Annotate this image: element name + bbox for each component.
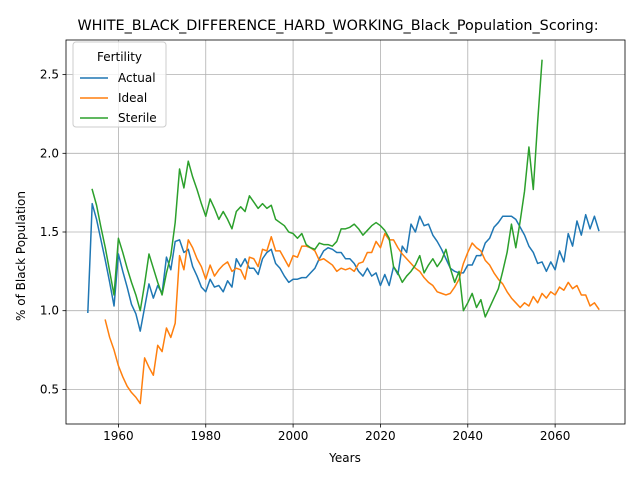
series-lines [87, 59, 600, 405]
grid-lines [66, 40, 625, 424]
series-line-sterile [91, 59, 543, 318]
legend-box [72, 41, 167, 128]
x-axis-label: Years [328, 451, 361, 465]
x-tick-label: 2060 [540, 429, 571, 443]
x-axis-ticks: 1960 1980 2000 2020 2040 2060 [103, 424, 570, 443]
y-tick-label: 0.5 [40, 382, 59, 396]
legend-label-sterile: Sterile [118, 111, 157, 125]
y-axis-ticks: 0.5 1.0 1.5 2.0 2.5 [40, 68, 66, 396]
legend-label-ideal: Ideal [118, 91, 147, 105]
legend-entries: Actual Ideal Sterile [80, 71, 157, 125]
y-tick-label: 2.5 [40, 68, 59, 82]
legend: Fertility Actual Ideal Sterile [72, 41, 167, 128]
y-axis-label: % of Black Population [14, 191, 28, 321]
x-tick-label: 2040 [453, 429, 484, 443]
legend-title: Fertility [97, 50, 142, 64]
x-tick-label: 2020 [365, 429, 396, 443]
y-tick-label: 1.5 [40, 225, 59, 239]
x-tick-label: 2000 [278, 429, 309, 443]
x-tick-label: 1960 [103, 429, 134, 443]
x-tick-label: 1980 [190, 429, 221, 443]
legend-label-actual: Actual [118, 71, 156, 85]
series-line-actual [87, 202, 600, 332]
series-line-ideal [104, 232, 600, 405]
chart-title: WHITE_BLACK_DIFFERENCE_HARD_WORKING_Blac… [77, 18, 598, 34]
y-tick-label: 2.0 [40, 146, 59, 160]
y-tick-label: 1.0 [40, 304, 59, 318]
